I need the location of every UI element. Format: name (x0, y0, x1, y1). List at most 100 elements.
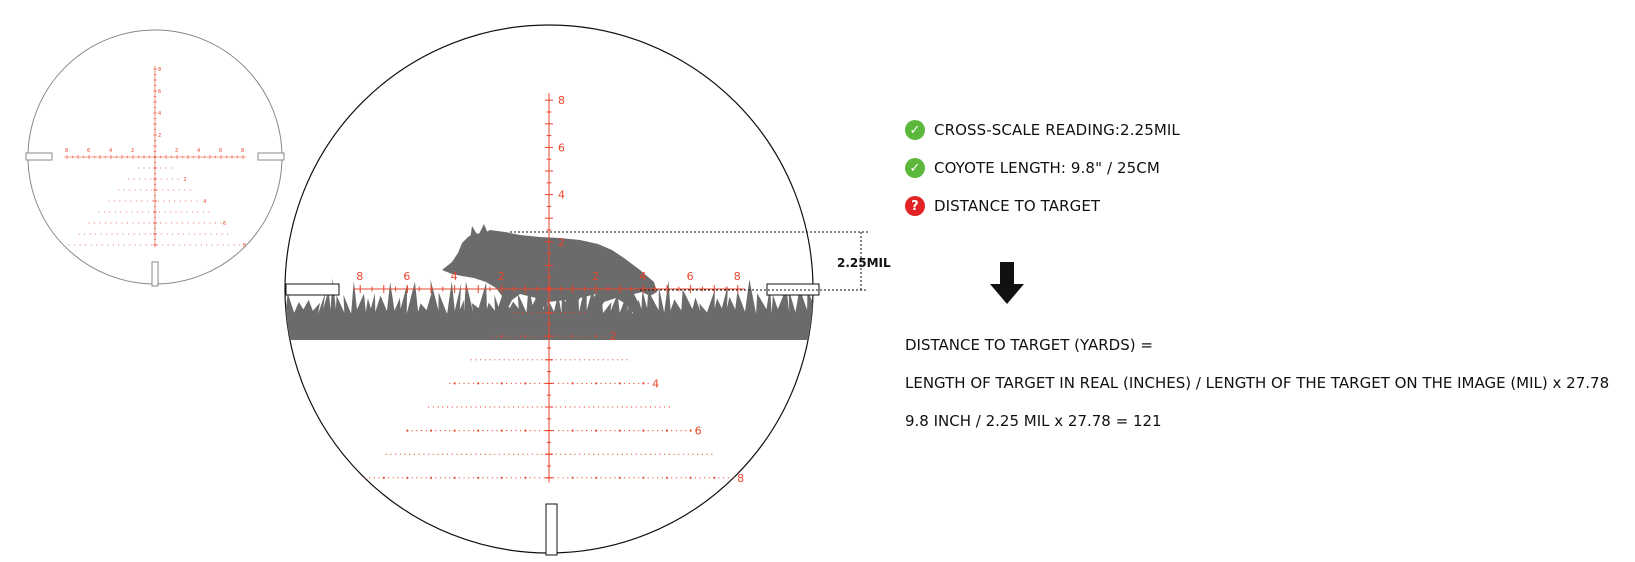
holdover-dot (157, 200, 159, 202)
holdover-dot (534, 382, 536, 384)
holdover-dot (652, 430, 654, 432)
reticle-vertical-label: 4 (558, 189, 565, 202)
holdover-dot (553, 477, 555, 479)
holdover-dot (631, 453, 633, 455)
holdover-dot (510, 382, 512, 384)
holdover-dot (600, 430, 602, 432)
holdover-dot (635, 453, 637, 455)
holdover-dot (194, 233, 196, 235)
holdover-dot (458, 477, 460, 479)
holdover-dot (671, 477, 673, 479)
holdover-dot (508, 359, 510, 361)
reticle-vertical-label: 6 (558, 141, 565, 154)
holdover-dot (609, 430, 611, 432)
holdover-dot (200, 244, 202, 246)
holdover-dot (659, 453, 661, 455)
question-icon: ? (905, 196, 925, 216)
holdover-dot (144, 233, 146, 235)
checklist-text: COYOTE LENGTH: 9.8" / 25CM (934, 159, 1160, 177)
holdover-dot (172, 178, 174, 180)
holdover-dot (605, 477, 607, 479)
holdover-dot (571, 429, 574, 432)
formula-calculation: 9.8 INCH / 2.25 MIL x 27.78 = 121 (905, 412, 1162, 430)
holdover-dot (623, 430, 626, 432)
holdover-dot (210, 233, 212, 235)
holdover-dot (522, 312, 524, 314)
holdover-dot (517, 453, 519, 455)
reticle-vertical-label: 2 (158, 133, 161, 139)
holdover-dot (555, 359, 557, 361)
holdover-dot (697, 453, 699, 455)
holdover-dot (678, 453, 680, 455)
big-scope: 8 6 4 2 8 6 4 2 2 4 6 8 2 4 6 8 2.25MIL (284, 24, 891, 556)
holdover-dot (123, 244, 125, 246)
reticle-vertical-label: 4 (158, 111, 161, 117)
holdover-dot (160, 167, 161, 169)
holdover-dot (500, 476, 503, 479)
holdover-dot (166, 178, 168, 180)
holdover-dot (129, 244, 131, 246)
holdover-dot (122, 233, 124, 235)
holdover-dot (428, 406, 430, 408)
holdover-dot (656, 430, 659, 432)
check-icon: ✓ (905, 120, 925, 140)
holdover-dot (567, 430, 569, 432)
holdover-dot (109, 211, 111, 213)
holdover-dot (605, 335, 607, 337)
holdover-dot (588, 406, 590, 408)
holdover-dot (543, 430, 545, 432)
holdover-dot (708, 477, 711, 479)
holdover-dot (588, 453, 590, 455)
holdover-dot (626, 359, 628, 361)
holdover-row-label: 2 (610, 330, 617, 343)
holdover-dot (439, 477, 442, 479)
holdover-dot (446, 406, 449, 408)
holdover-dot (656, 477, 659, 479)
holdover-dot (432, 453, 434, 455)
holdover-dot (600, 477, 602, 479)
holdover-dot (174, 200, 176, 202)
holdover-dot (458, 382, 460, 384)
holdover-dot (503, 453, 505, 455)
holdover-dot (513, 453, 515, 455)
holdover-dot (85, 244, 87, 246)
small-scope-bottom-post (151, 261, 159, 287)
holdover-dot (515, 477, 517, 479)
holdover-dot (103, 211, 105, 213)
holdover-dot (732, 477, 734, 479)
holdover-dot (162, 189, 164, 191)
holdover-dot (118, 189, 120, 191)
holdover-dot (680, 477, 682, 479)
holdover-dot (701, 453, 704, 455)
holdover-dot (612, 453, 614, 455)
holdover-dot (88, 222, 90, 224)
holdover-dot (198, 222, 200, 224)
reticle-horizontal-label: 2 (498, 270, 505, 283)
holdover-dot (108, 200, 110, 202)
holdover-dot (689, 476, 692, 479)
holdover-dot (208, 211, 210, 213)
holdover-dot (446, 453, 449, 455)
reticle-horizontal-label: 6 (403, 270, 410, 283)
reticle-center-dot (154, 156, 156, 158)
holdover-dot (557, 382, 560, 384)
big-scope-reticle: 8 6 4 2 8 6 4 2 2 4 6 8 2 4 6 8 (353, 93, 745, 485)
measurement-label: 2.25MIL (837, 256, 891, 270)
holdover-dot (189, 244, 191, 246)
holdover-dot (165, 167, 167, 169)
holdover-dot (175, 211, 177, 213)
holdover-dot (564, 453, 567, 455)
holdover-dot (500, 429, 503, 432)
holdover-dot (413, 453, 416, 455)
holdover-dot (128, 178, 130, 180)
holdover-dot (607, 359, 609, 361)
holdover-dot (134, 189, 136, 191)
small-scope-reticle: 8 6 4 2 8 6 4 2 2 4 6 8 2 4 6 8 (63, 65, 247, 249)
holdover-dot (140, 244, 142, 246)
holdover-dot (189, 189, 191, 191)
holdover-dot (468, 382, 470, 384)
holdover-dot (564, 312, 567, 314)
reticle-horizontal-label: 2 (592, 270, 599, 283)
holdover-dot (560, 406, 562, 408)
holdover-dot (166, 233, 168, 235)
